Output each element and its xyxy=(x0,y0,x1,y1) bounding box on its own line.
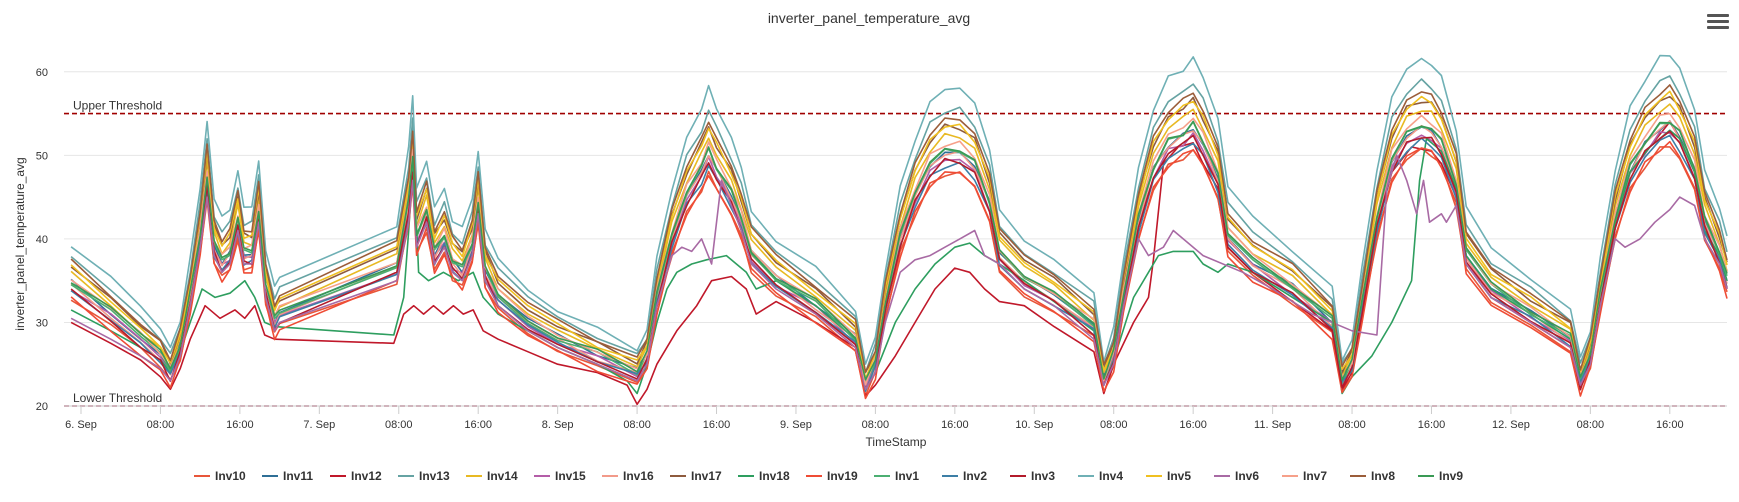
legend-label: Inv8 xyxy=(1371,469,1395,483)
legend-label: Inv18 xyxy=(759,469,790,483)
x-tick-label: 7. Sep xyxy=(303,419,335,431)
x-tick-label: 16:00 xyxy=(1656,419,1684,431)
x-tick-label: 16:00 xyxy=(703,419,731,431)
series-line-inv9[interactable] xyxy=(70,120,1728,381)
legend-label: Inv9 xyxy=(1439,469,1463,483)
legend-item-inv19[interactable]: Inv19 xyxy=(806,469,858,483)
series-line-inv6[interactable] xyxy=(70,154,1728,391)
legend-label: Inv15 xyxy=(555,469,586,483)
threshold-label: Lower Threshold xyxy=(73,391,162,405)
y-tick-label: 60 xyxy=(36,67,48,79)
legend-item-inv17[interactable]: Inv17 xyxy=(670,469,722,483)
legend-item-inv14[interactable]: Inv14 xyxy=(466,469,518,483)
legend-label: Inv17 xyxy=(691,469,722,483)
legend-label: Inv19 xyxy=(827,469,858,483)
series-lines xyxy=(70,54,1728,406)
legend-item-inv1[interactable]: Inv1 xyxy=(874,469,919,483)
legend-item-inv16[interactable]: Inv16 xyxy=(602,469,654,483)
x-tick-label: 08:00 xyxy=(1577,419,1605,431)
y-axis-title: inverter_panel_temperature_avg xyxy=(13,157,27,330)
y-tick-label: 30 xyxy=(36,317,48,329)
legend-item-inv11[interactable]: Inv11 xyxy=(262,469,313,483)
legend-label: Inv11 xyxy=(283,469,313,483)
legend-item-inv7[interactable]: Inv7 xyxy=(1282,469,1327,483)
x-tick-label: 9. Sep xyxy=(780,419,812,431)
series-line-inv13[interactable] xyxy=(70,75,1728,374)
legend-item-inv9[interactable]: Inv9 xyxy=(1418,469,1463,483)
threshold-label: Upper Threshold xyxy=(73,99,162,113)
legend-item-inv2[interactable]: Inv2 xyxy=(942,469,987,483)
x-tick-label: 08:00 xyxy=(385,419,413,431)
legend-label: Inv14 xyxy=(487,469,518,483)
legend-label: Inv12 xyxy=(351,469,382,483)
x-tick-label: 08:00 xyxy=(1338,419,1366,431)
series-line-inv19[interactable] xyxy=(70,140,1728,400)
legend-label: Inv13 xyxy=(419,469,450,483)
legend-label: Inv5 xyxy=(1167,469,1191,483)
legend-label: Inv6 xyxy=(1235,469,1259,483)
chart-title: inverter_panel_temperature_avg xyxy=(768,10,970,26)
x-axis: 6. Sep 08:00 16:00 7. Sep 08:00 16:00 8. Sep 08… xyxy=(64,405,1727,431)
series-line-inv8[interactable] xyxy=(70,84,1728,373)
legend-label: Inv16 xyxy=(623,469,654,483)
menu-bar-icon xyxy=(1707,20,1729,23)
x-tick-label: 8. Sep xyxy=(542,419,574,431)
menu-bar-icon xyxy=(1707,14,1729,17)
legend-item-inv15[interactable]: Inv15 xyxy=(534,469,586,483)
menu-bar-icon xyxy=(1707,26,1729,29)
x-tick-label: 11. Sep xyxy=(1254,419,1291,431)
x-tick-label: 08:00 xyxy=(147,419,175,431)
y-axis: 20 30 40 50 60 xyxy=(36,67,48,413)
legend-label: Inv4 xyxy=(1099,469,1123,483)
legend-label: Inv10 xyxy=(215,469,246,483)
legend-item-inv8[interactable]: Inv8 xyxy=(1350,469,1395,483)
x-tick-label: 16:00 xyxy=(464,419,492,431)
x-tick-label: 08:00 xyxy=(1100,419,1128,431)
x-tick-label: 16:00 xyxy=(941,419,969,431)
legend-item-inv18[interactable]: Inv18 xyxy=(738,469,790,483)
x-tick-label: 16:00 xyxy=(226,419,254,431)
legend-item-inv10[interactable]: Inv10 xyxy=(194,469,246,483)
series-line-inv4[interactable] xyxy=(70,54,1728,365)
legend-label: Inv7 xyxy=(1303,469,1327,483)
x-tick-label: 12. Sep xyxy=(1492,419,1530,431)
x-tick-label: 08:00 xyxy=(862,419,890,431)
legend-item-inv3[interactable]: Inv3 xyxy=(1010,469,1055,483)
series-line-inv18[interactable] xyxy=(70,129,1728,395)
legend: Inv10 Inv11 Inv12 Inv13 Inv14 Inv15 Inv16 Inv17… xyxy=(194,469,1463,483)
x-tick-label: 6. Sep xyxy=(65,419,97,431)
series-line-inv5[interactable] xyxy=(70,90,1728,380)
x-axis-title: TimeStamp xyxy=(866,435,927,449)
legend-label: Inv1 xyxy=(895,469,919,483)
legend-item-inv5[interactable]: Inv5 xyxy=(1146,469,1191,483)
chart-menu-button[interactable] xyxy=(1707,14,1729,34)
legend-item-inv13[interactable]: Inv13 xyxy=(398,469,450,483)
legend-label: Inv3 xyxy=(1031,469,1055,483)
y-tick-label: 40 xyxy=(36,234,48,246)
legend-item-inv12[interactable]: Inv12 xyxy=(330,469,382,483)
x-tick-label: 16:00 xyxy=(1418,419,1446,431)
legend-item-inv6[interactable]: Inv6 xyxy=(1214,469,1259,483)
x-tick-label: 08:00 xyxy=(623,419,651,431)
y-tick-label: 20 xyxy=(36,401,48,413)
x-tick-label: 16:00 xyxy=(1179,419,1207,431)
legend-item-inv4[interactable]: Inv4 xyxy=(1078,469,1123,483)
x-tick-label: 10. Sep xyxy=(1015,419,1053,431)
y-tick-label: 50 xyxy=(36,150,48,162)
legend-label: Inv2 xyxy=(963,469,987,483)
